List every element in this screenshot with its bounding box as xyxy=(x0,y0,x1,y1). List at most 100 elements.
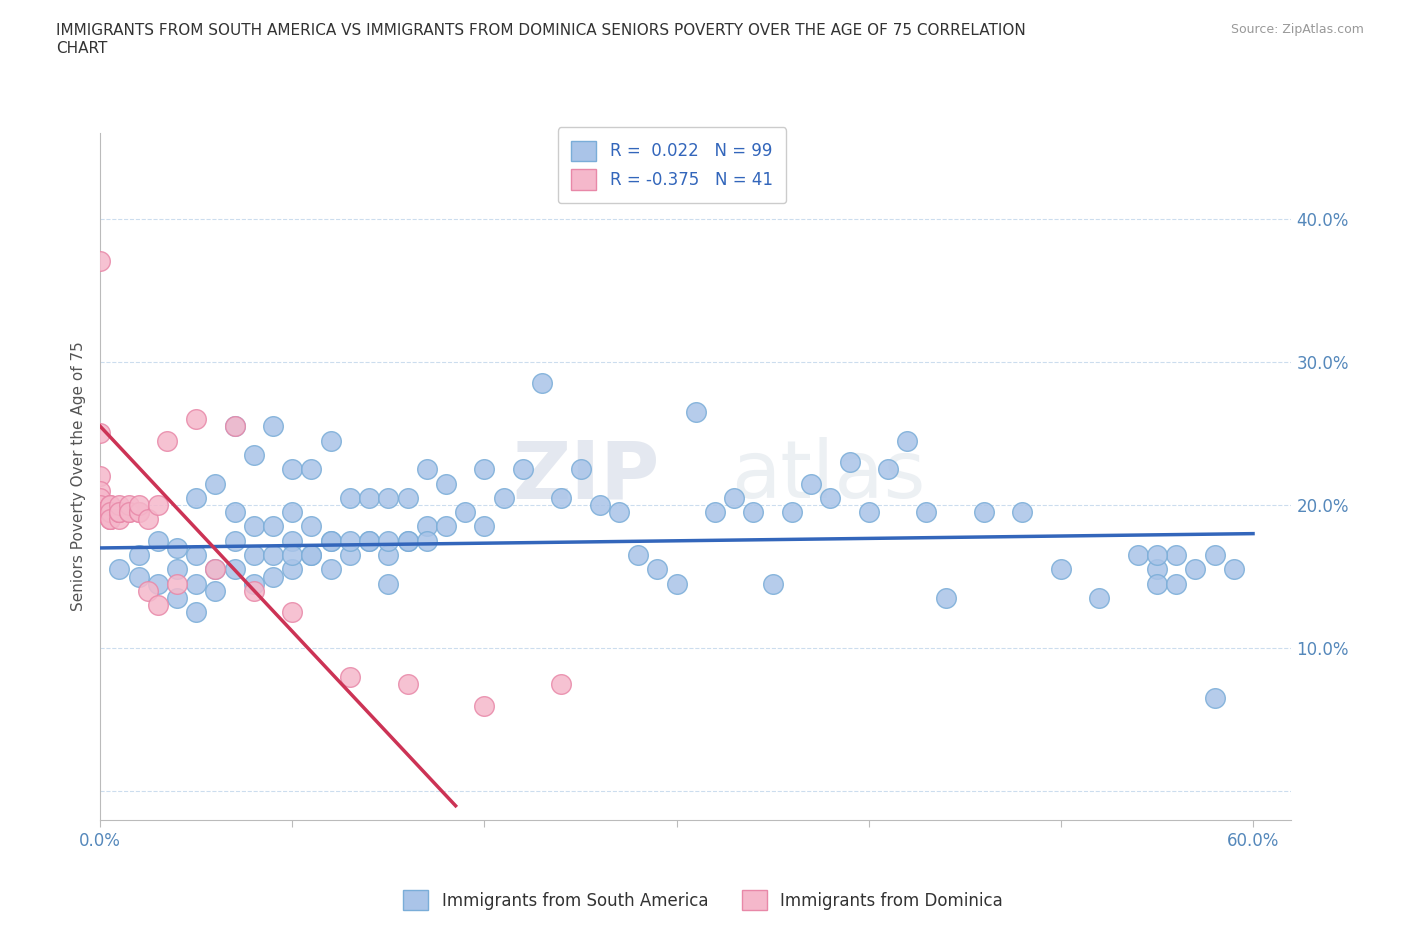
Point xyxy=(1146,562,1168,577)
Point xyxy=(281,605,304,620)
Point xyxy=(186,490,208,505)
Point xyxy=(98,512,121,526)
Point xyxy=(569,461,592,476)
Point xyxy=(1204,691,1226,706)
Legend: R =  0.022   N = 99, R = -0.375   N = 41: R = 0.022 N = 99, R = -0.375 N = 41 xyxy=(558,127,786,203)
Point xyxy=(301,519,323,534)
Point xyxy=(396,490,419,505)
Point xyxy=(396,677,419,692)
Point xyxy=(98,505,121,520)
Point xyxy=(1146,577,1168,591)
Point xyxy=(396,534,419,549)
Point xyxy=(89,254,111,269)
Text: Source: ZipAtlas.com: Source: ZipAtlas.com xyxy=(1230,23,1364,36)
Point xyxy=(1050,562,1073,577)
Point xyxy=(108,505,131,520)
Point xyxy=(1146,548,1168,563)
Point xyxy=(108,562,131,577)
Point xyxy=(98,512,121,526)
Text: ZIP: ZIP xyxy=(513,437,659,515)
Point xyxy=(1088,591,1111,605)
Point xyxy=(98,505,121,520)
Legend: Immigrants from South America, Immigrants from Dominica: Immigrants from South America, Immigrant… xyxy=(396,884,1010,917)
Point xyxy=(1204,548,1226,563)
Point xyxy=(224,534,246,549)
Point xyxy=(186,412,208,427)
Point xyxy=(224,418,246,433)
Point xyxy=(339,670,361,684)
Point xyxy=(1184,562,1206,577)
Point xyxy=(474,461,496,476)
Point xyxy=(281,461,304,476)
Point xyxy=(262,418,284,433)
Point xyxy=(146,534,169,549)
Point xyxy=(877,461,900,476)
Point xyxy=(204,476,226,491)
Point xyxy=(454,505,477,520)
Point xyxy=(973,505,995,520)
Point xyxy=(98,498,121,512)
Point xyxy=(550,490,572,505)
Y-axis label: Seniors Poverty Over the Age of 75: Seniors Poverty Over the Age of 75 xyxy=(72,341,86,611)
Point xyxy=(98,498,121,512)
Point xyxy=(359,490,381,505)
Point xyxy=(474,519,496,534)
Point xyxy=(607,505,630,520)
Point xyxy=(647,562,669,577)
Point xyxy=(339,548,361,563)
Point xyxy=(186,548,208,563)
Point xyxy=(108,505,131,520)
Point xyxy=(262,519,284,534)
Point xyxy=(742,505,765,520)
Point xyxy=(146,498,169,512)
Point xyxy=(838,455,860,470)
Point xyxy=(935,591,957,605)
Point xyxy=(118,498,141,512)
Point xyxy=(108,505,131,520)
Point xyxy=(492,490,515,505)
Point xyxy=(204,562,226,577)
Point xyxy=(166,540,188,555)
Point xyxy=(243,583,266,598)
Point xyxy=(136,583,159,598)
Point xyxy=(434,519,457,534)
Point xyxy=(166,591,188,605)
Text: IMMIGRANTS FROM SOUTH AMERICA VS IMMIGRANTS FROM DOMINICA SENIORS POVERTY OVER T: IMMIGRANTS FROM SOUTH AMERICA VS IMMIGRA… xyxy=(56,23,1026,56)
Point xyxy=(377,577,399,591)
Point xyxy=(98,512,121,526)
Point xyxy=(146,577,169,591)
Point xyxy=(301,548,323,563)
Point xyxy=(89,498,111,512)
Point xyxy=(89,505,111,520)
Point xyxy=(204,583,226,598)
Point xyxy=(434,476,457,491)
Point xyxy=(531,376,554,391)
Point xyxy=(377,548,399,563)
Point xyxy=(685,405,707,419)
Point xyxy=(243,577,266,591)
Point xyxy=(319,534,342,549)
Point xyxy=(512,461,534,476)
Point xyxy=(359,534,381,549)
Point xyxy=(416,519,439,534)
Point xyxy=(128,505,150,520)
Point xyxy=(319,562,342,577)
Point xyxy=(136,512,159,526)
Point xyxy=(377,490,399,505)
Point xyxy=(1166,548,1188,563)
Point xyxy=(224,505,246,520)
Point xyxy=(224,418,246,433)
Point xyxy=(156,433,179,448)
Point xyxy=(1126,548,1149,563)
Point xyxy=(262,569,284,584)
Point xyxy=(704,505,727,520)
Point xyxy=(339,534,361,549)
Point xyxy=(800,476,823,491)
Point xyxy=(281,505,304,520)
Point xyxy=(416,534,439,549)
Point xyxy=(359,534,381,549)
Point xyxy=(243,548,266,563)
Point xyxy=(98,505,121,520)
Point xyxy=(281,534,304,549)
Point xyxy=(186,605,208,620)
